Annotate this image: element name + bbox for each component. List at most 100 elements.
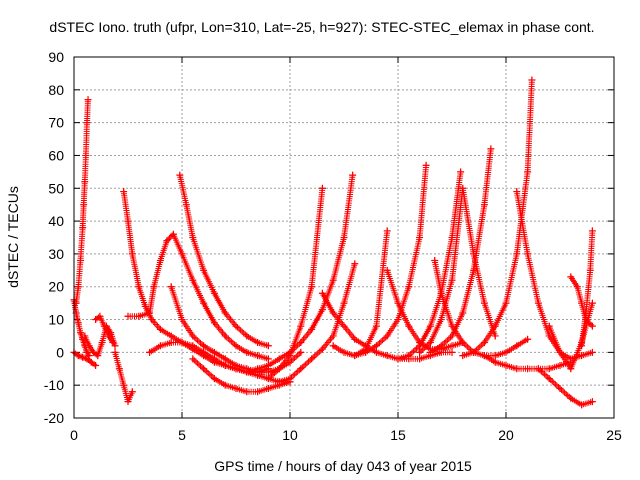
data-point (92, 361, 100, 369)
data-point (528, 76, 536, 84)
data-point (437, 289, 445, 297)
data-point (416, 342, 424, 350)
data-point (92, 316, 100, 324)
data-point (163, 237, 171, 245)
data-point (416, 234, 424, 241)
data-point (448, 348, 456, 356)
y-tick-label: 50 (48, 180, 64, 196)
data-point (437, 316, 445, 324)
series-arc-27 (534, 365, 596, 409)
data-point (308, 355, 316, 363)
data-point (264, 368, 272, 376)
series-arc-5 (92, 312, 117, 347)
data-point (100, 322, 108, 330)
data-point (135, 283, 143, 291)
data-point (82, 151, 90, 159)
data-point (586, 266, 594, 274)
data-point (383, 266, 391, 274)
data-point (383, 332, 391, 340)
data-point (84, 96, 92, 104)
data-point (109, 339, 117, 347)
data-point (448, 322, 456, 330)
data-point (459, 184, 467, 192)
data-point (329, 276, 337, 284)
data-point (426, 322, 434, 330)
data-point (156, 342, 164, 350)
data-point (286, 375, 294, 383)
data-point (351, 260, 359, 268)
data-point (372, 348, 380, 356)
data-point (318, 345, 326, 353)
data-point (94, 352, 102, 360)
data-point (351, 335, 359, 343)
data-point (459, 352, 467, 360)
data-point (87, 358, 95, 366)
data-point (578, 352, 586, 360)
data-point (156, 325, 164, 333)
data-point (135, 312, 143, 320)
chart-title: dSTEC Iono. truth (ufpr, Lon=310, Lat=-2… (49, 19, 594, 35)
data-point (394, 355, 402, 363)
data-point (98, 339, 106, 347)
data-point (232, 384, 240, 392)
data-point (524, 365, 532, 373)
y-tick-label: -10 (44, 377, 64, 393)
data-point (448, 332, 456, 340)
data-point (74, 319, 82, 327)
series-arc-29 (567, 273, 596, 330)
x-tick-label: 20 (498, 427, 514, 443)
data-point (83, 119, 91, 127)
data-point (308, 325, 316, 333)
data-point (480, 352, 488, 360)
series-arc-6 (111, 348, 136, 406)
data-point (383, 227, 391, 235)
data-point (318, 289, 326, 297)
y-tick-label: 20 (48, 279, 64, 295)
data-point (189, 355, 197, 363)
data-point (264, 384, 272, 392)
series-markers (112, 349, 136, 405)
data-point (200, 348, 208, 356)
data-point (264, 361, 272, 369)
data-point (329, 342, 337, 350)
data-point (167, 332, 175, 340)
data-point (210, 375, 218, 383)
data-point (182, 201, 190, 209)
data-point (545, 375, 553, 383)
data-point (111, 348, 119, 356)
data-point (448, 276, 456, 284)
data-point (362, 348, 370, 356)
data-point (457, 168, 465, 176)
data-point (254, 339, 262, 347)
data-point (286, 358, 294, 366)
data-point (340, 348, 348, 356)
series-arc-28 (545, 299, 596, 373)
x-tick-label: 25 (606, 427, 622, 443)
data-point (85, 342, 93, 350)
y-tick-label: 80 (48, 82, 64, 98)
data-point (76, 329, 84, 337)
data-point (264, 342, 272, 350)
x-axis-label: GPS time / hours of day 043 of year 2015 (214, 458, 472, 474)
data-point (120, 188, 128, 196)
data-point (588, 348, 596, 356)
data-point (480, 299, 488, 307)
data-point (200, 342, 208, 350)
data-point (74, 283, 82, 291)
data-point (167, 339, 175, 347)
series-arc-15 (275, 260, 359, 386)
data-point (588, 299, 596, 307)
data-point (459, 309, 467, 317)
data-point (210, 348, 218, 356)
data-point (254, 352, 262, 360)
data-point (513, 250, 521, 258)
series-markers (73, 96, 91, 307)
data-point (176, 171, 184, 179)
data-point (120, 381, 128, 389)
data-point (556, 361, 564, 369)
data-point (524, 168, 532, 176)
data-point (578, 299, 586, 307)
data-point (556, 348, 564, 356)
data-point (76, 256, 84, 264)
